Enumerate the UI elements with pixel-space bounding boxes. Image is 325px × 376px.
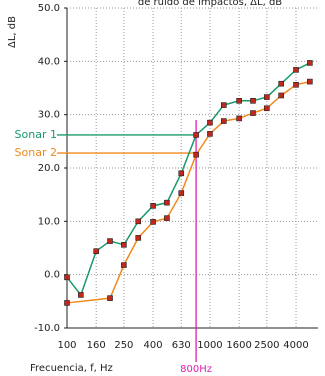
data-point <box>193 132 199 138</box>
x-tick-label: 2500 <box>254 340 279 351</box>
x-tick-label: 1600 <box>226 340 251 351</box>
data-point <box>64 300 70 306</box>
series-line <box>66 62 311 297</box>
data-point <box>307 60 313 66</box>
data-point <box>93 248 99 254</box>
chart-title: de ruido de impactos, ΔL, dB <box>138 0 282 8</box>
data-point <box>236 115 242 122</box>
data-point <box>107 295 113 301</box>
x-tick-label: 4000 <box>283 340 308 351</box>
marker-label: 800Hz <box>180 364 212 375</box>
data-point <box>264 94 270 100</box>
data-point <box>150 203 156 209</box>
data-point <box>221 118 227 124</box>
x-tick-label: 160 <box>87 340 106 351</box>
x-tick-label: 100 <box>57 340 76 351</box>
data-point <box>221 102 227 108</box>
y-tick-label: 30.0 <box>38 110 60 121</box>
y-tick-label: 50.0 <box>38 3 60 14</box>
x-axis-label: Frecuencia, f, Hz <box>30 363 113 374</box>
data-point <box>164 199 170 206</box>
data-point <box>150 219 156 225</box>
x-tick-label: 1000 <box>197 340 222 351</box>
data-point <box>178 170 185 177</box>
y-tick-label: 0.0 <box>44 270 60 281</box>
x-tick-label: 250 <box>114 340 133 351</box>
reference-label: Sonar 1 <box>15 128 57 141</box>
data-point <box>293 67 299 73</box>
data-point <box>135 218 142 225</box>
data-point <box>278 80 284 87</box>
data-point <box>121 262 127 268</box>
data-point <box>78 292 84 298</box>
y-tick-label: 20.0 <box>38 163 60 174</box>
data-point <box>236 98 242 104</box>
series-line <box>66 80 311 304</box>
data-point <box>178 190 185 196</box>
y-tick-label: 40.0 <box>38 56 60 67</box>
data-point <box>135 235 142 241</box>
data-point <box>250 98 256 104</box>
data-point <box>207 119 213 126</box>
y-tick-label: 10.0 <box>38 216 60 227</box>
data-point <box>293 82 299 88</box>
data-point <box>107 238 113 244</box>
data-point <box>307 78 313 85</box>
data-point <box>264 105 270 112</box>
data-point <box>121 242 127 248</box>
y-axis-label: ΔL, dB <box>7 16 18 48</box>
reference-label: Sonar 2 <box>15 146 57 159</box>
data-point <box>207 131 213 137</box>
data-point <box>164 215 170 221</box>
data-point <box>278 92 284 99</box>
data-point <box>250 110 256 116</box>
data-point <box>64 274 70 281</box>
x-tick-label: 400 <box>144 340 163 351</box>
y-tick-label: -10.0 <box>34 323 60 334</box>
data-point <box>193 151 199 158</box>
x-tick-label: 630 <box>172 340 191 351</box>
